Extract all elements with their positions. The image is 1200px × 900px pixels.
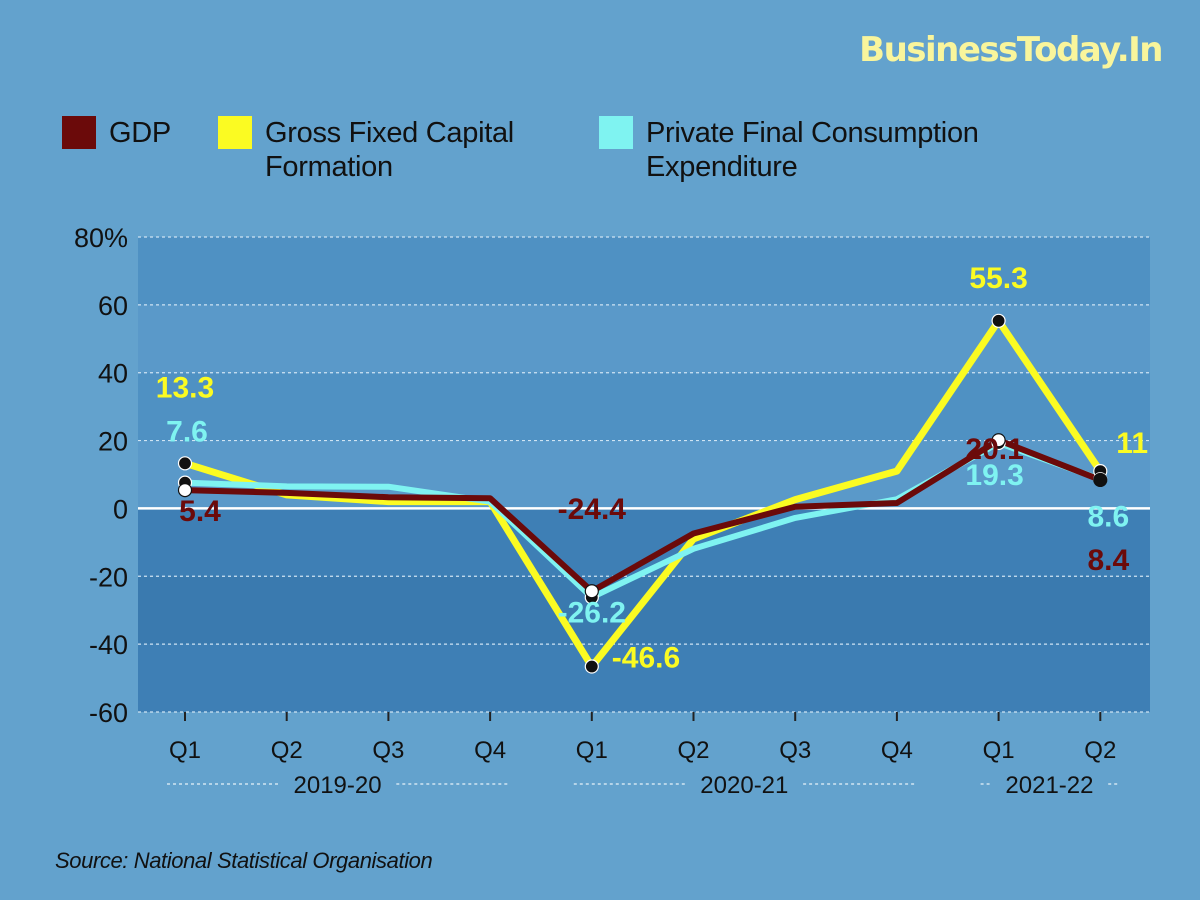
legend-swatch-gdp — [62, 116, 96, 149]
data-point — [584, 584, 599, 599]
data-label: 5.4 — [179, 495, 221, 528]
y-tick-label: -40 — [89, 630, 128, 660]
brand-logo: BusinessToday.In — [859, 30, 1163, 70]
x-tick-label: Q2 — [271, 737, 303, 764]
x-tick-label: Q1 — [983, 737, 1015, 764]
series-line-gdp — [182, 437, 1104, 595]
x-tick-label: Q3 — [372, 737, 404, 764]
legend-swatch-gfcf — [218, 116, 252, 149]
x-tick-label: Q4 — [474, 737, 506, 764]
data-point — [991, 313, 1006, 328]
legend-item-pfce: Private Final Consumption Expenditure — [599, 116, 1066, 184]
legend-item-gdp: GDP — [62, 116, 209, 150]
data-label: 19.3 — [965, 459, 1023, 492]
data-label: -26.2 — [558, 596, 626, 629]
legend-swatch-pfce — [599, 116, 633, 149]
data-label: 13.3 — [156, 371, 214, 404]
x-tick-label: Q2 — [1084, 737, 1116, 764]
plot-band — [138, 372, 1150, 441]
data-point — [177, 456, 193, 471]
x-tick-label: Q2 — [677, 737, 709, 764]
y-tick-label: -20 — [89, 562, 128, 592]
group-label: 2020-21 — [700, 772, 788, 799]
legend-item-gfcf: Gross Fixed Capital Formation — [218, 116, 565, 184]
plot-band — [138, 576, 1150, 645]
y-tick-label: 40 — [98, 359, 128, 389]
x-tick-label: Q1 — [576, 737, 608, 764]
source-note: Source: National Statistical Organisatio… — [55, 848, 433, 873]
group-label: 2021-22 — [1005, 772, 1093, 799]
series-line-gross-fixed-capital-formation — [181, 317, 1104, 671]
x-tick-label: Q4 — [881, 737, 913, 764]
y-tick-label: 0 — [113, 494, 128, 524]
plot-band — [138, 644, 1150, 712]
x-tick-label: Q1 — [169, 737, 201, 764]
x-tick-label: Q3 — [779, 737, 811, 764]
chart-legend: GDP Gross Fixed Capital Formation Privat… — [62, 116, 1162, 196]
legend-label-gfcf: Gross Fixed Capital Formation — [265, 117, 514, 183]
plot-band — [138, 508, 1150, 577]
data-label: 20.1 — [965, 433, 1023, 466]
data-point — [177, 483, 193, 498]
group-label: 2019-20 — [294, 772, 382, 799]
data-label: 11 — [1116, 427, 1148, 460]
plot-band — [138, 304, 1150, 373]
data-point — [991, 433, 1006, 448]
y-tick-label: 20 — [98, 427, 128, 457]
y-tick-label: 60 — [98, 291, 128, 321]
y-tick-label: -60 — [89, 698, 128, 728]
y-tick-label: 80% — [74, 223, 128, 253]
data-label: -24.4 — [558, 493, 627, 526]
legend-label-gdp: GDP — [109, 117, 171, 149]
plot-band — [138, 237, 1150, 305]
data-label: 55.3 — [969, 262, 1027, 295]
data-point — [1093, 472, 1108, 488]
data-point — [584, 659, 599, 674]
data-label: -46.6 — [612, 642, 680, 675]
legend-label-pfce: Private Final Consumption Expenditure — [646, 117, 979, 183]
data-label: 7.6 — [166, 416, 208, 449]
data-label: 8.4 — [1087, 544, 1129, 577]
data-label: 8.6 — [1087, 500, 1129, 533]
